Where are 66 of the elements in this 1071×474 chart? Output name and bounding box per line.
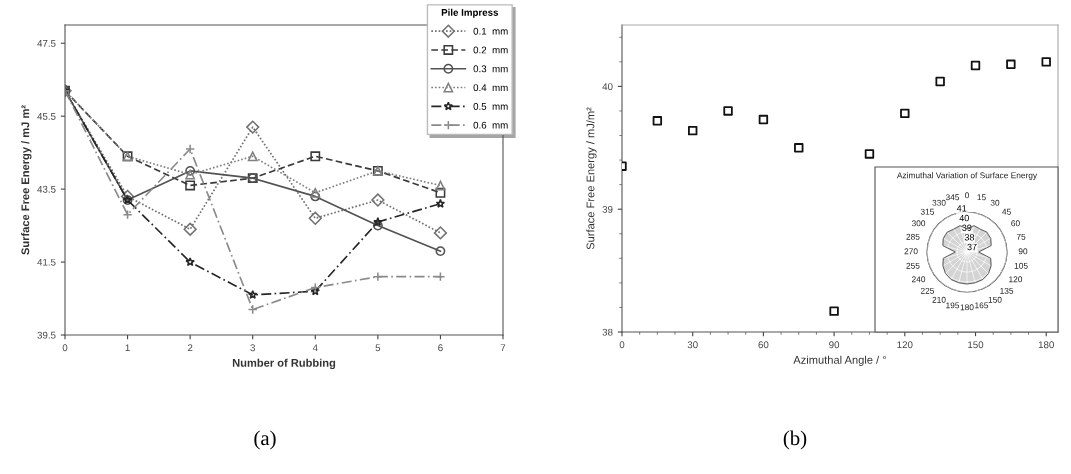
- x-axis-title: Number of Rubbing: [232, 358, 336, 370]
- legend-label: 0.6 mm: [473, 121, 508, 129]
- spoke-label: 195: [946, 302, 960, 309]
- spoke-label: 330: [932, 199, 946, 206]
- y-tick-label: 47.5: [37, 40, 56, 47]
- x-axis-title: Azimuthal Angle / °: [793, 355, 887, 366]
- spoke-label: 75: [1016, 233, 1026, 240]
- legend-title: Pile Impress: [441, 8, 499, 18]
- spoke-label: 285: [906, 233, 920, 240]
- x-tick-label: 30: [687, 341, 698, 349]
- y-tick-label: 43.5: [37, 185, 56, 193]
- x-tick-label: 2: [187, 344, 193, 352]
- x-tick-label: 6: [438, 344, 443, 352]
- spoke-label: 45: [1002, 208, 1011, 215]
- spoke-label: 120: [1009, 276, 1023, 283]
- spoke-label: 0: [965, 192, 969, 199]
- y-tick-label: 38: [964, 234, 975, 241]
- spoke-label: 300: [911, 220, 926, 227]
- y-tick-label: 45.5: [37, 113, 56, 120]
- x-tick-label: 0: [619, 341, 625, 349]
- legend-label: 0.3 mm: [473, 65, 508, 73]
- spoke-label: 345: [945, 194, 960, 201]
- spoke-label: 135: [1000, 287, 1014, 294]
- spoke-label: 15: [977, 194, 986, 201]
- y-tick-label: 38: [602, 328, 613, 336]
- y-tick-label: 37: [967, 243, 977, 251]
- text: (a): [254, 430, 276, 450]
- y-tick-label: 39: [602, 205, 613, 213]
- legend-label: 0.5 mm: [473, 102, 508, 110]
- text: (b): [783, 430, 807, 450]
- x-tick-label: 0: [62, 344, 68, 352]
- spoke-label: 90: [1018, 248, 1028, 255]
- legend-label: 0.2 mm: [473, 46, 508, 54]
- spoke-label: 225: [920, 287, 935, 294]
- spoke-label: 270: [904, 248, 918, 255]
- spoke-label: 30: [990, 199, 1000, 206]
- y-tick-label: 39: [962, 224, 972, 231]
- x-tick-label: 3: [250, 344, 255, 352]
- x-tick-label: 1: [125, 344, 130, 352]
- y-axis-title: Surface Free Energy / mJ/m²: [586, 107, 597, 250]
- legend-label: 0.4 mm: [473, 84, 508, 92]
- x-tick-label: 5: [375, 344, 381, 352]
- x-tick-label: 60: [758, 341, 769, 349]
- x-tick-label: 180: [1038, 341, 1054, 349]
- y-tick-label: 41.5: [37, 258, 56, 266]
- spoke-label: 60: [1011, 220, 1020, 227]
- legend-label: 0.1 mm: [473, 27, 508, 35]
- spoke-label: 255: [906, 262, 920, 269]
- x-tick-label: 90: [829, 341, 840, 349]
- x-tick-label: 4: [312, 344, 318, 352]
- spoke-label: 210: [932, 296, 946, 303]
- spoke-label: 315: [920, 208, 935, 215]
- y-tick-label: 41: [956, 205, 967, 212]
- spoke-label: 165: [975, 302, 989, 309]
- y-tick-label: 40: [959, 214, 969, 222]
- spoke-label: 240: [911, 276, 926, 283]
- y-tick-label: 39.5: [37, 331, 56, 339]
- chart-title: Azimuthal Variation of Surface Energy: [896, 172, 1038, 180]
- x-tick-label: 150: [968, 341, 984, 349]
- x-tick-label: 7: [500, 344, 506, 352]
- y-axis-title: Surface Free Energy / mJ m²: [21, 105, 32, 255]
- y-tick-label: 40: [602, 83, 613, 91]
- spoke-label: 105: [1014, 262, 1028, 269]
- spoke-label: 180: [960, 304, 974, 311]
- spoke-label: 150: [988, 296, 1002, 303]
- x-tick-label: 120: [897, 341, 913, 349]
